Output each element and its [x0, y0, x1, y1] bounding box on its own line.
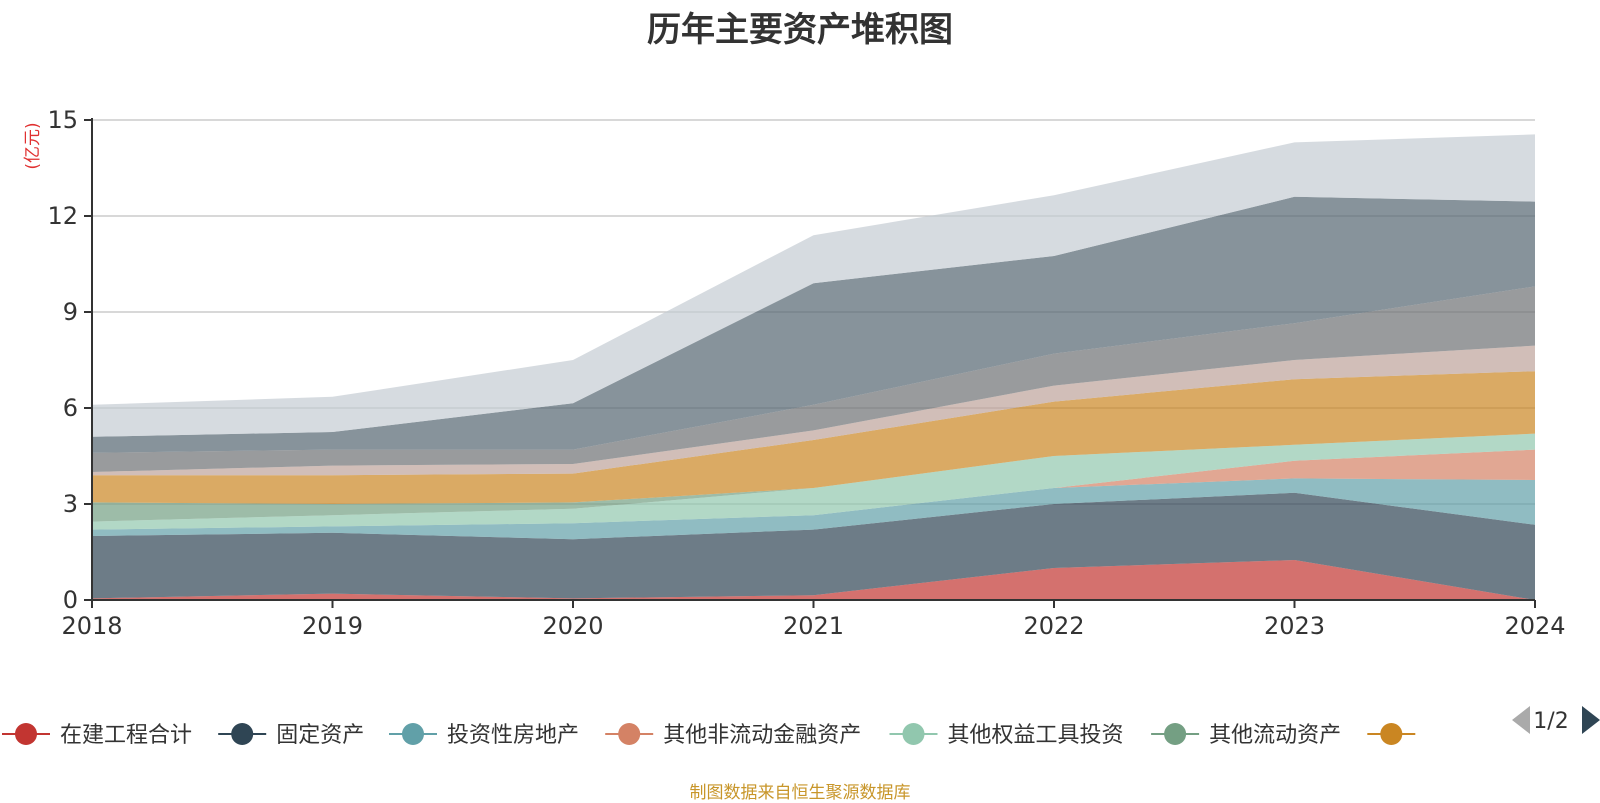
stacked-area-chart: 0 3 6 9 12 15 2018 2019 2020 2021 2022 2023 2024 (亿元… — [2, 106, 1600, 748]
legend-label: 其他流动资产 — [1209, 723, 1341, 748]
legend-circle-icon — [1380, 723, 1403, 745]
legend-item[interactable]: 其他权益工具投资 — [889, 723, 1124, 748]
legend-label: 在建工程合计 — [60, 723, 192, 748]
legend-circle-icon — [15, 723, 37, 745]
legend-item[interactable]: 其他非流动金融资产 — [605, 723, 861, 748]
legend-circle-icon — [231, 723, 254, 745]
axes: 0 3 6 9 12 15 2018 2019 2020 2021 2022 2023 2024 — [47, 106, 1565, 640]
y-axis-unit-label: (亿元) — [23, 122, 43, 169]
y-tick-label: 6 — [63, 394, 78, 422]
legend-pager: 1/2 — [1512, 706, 1600, 734]
legend-page-indicator: 1/2 — [1533, 709, 1568, 734]
area-series-6 — [92, 433, 1535, 522]
legend-label: 投资性房地产 — [447, 723, 579, 748]
legend: 在建工程合计 固定资产 投资性房地产 其他非流动金融资产 其他权益工具投资 其他流动资产 — [2, 723, 1416, 748]
area-series-7 — [92, 371, 1535, 504]
legend-label: 其他权益工具投资 — [948, 723, 1124, 748]
legend-circle-icon — [1164, 723, 1187, 745]
y-tick-label: 3 — [63, 490, 78, 518]
legend-prev-arrow-icon[interactable] — [1512, 706, 1530, 734]
legend-item[interactable]: 在建工程合计 — [2, 723, 192, 748]
y-tick-label: 9 — [63, 298, 78, 326]
legend-item[interactable]: 投资性房地产 — [389, 723, 579, 748]
chart-title: 历年主要资产堆积图 — [647, 10, 953, 50]
area-series-2 — [92, 492, 1535, 600]
x-tick-label: 2023 — [1264, 612, 1325, 640]
area-series-10 — [92, 196, 1535, 453]
area-series-3 — [92, 478, 1535, 540]
x-tick-label: 2019 — [302, 612, 363, 640]
data-source-note: 制图数据来自恒生聚源数据库 — [689, 783, 911, 803]
legend-circle-icon — [618, 723, 641, 745]
x-tick-label: 2024 — [1504, 612, 1565, 640]
area-series-5 — [92, 433, 1535, 530]
area-series-8 — [92, 345, 1535, 476]
area-series-4 — [92, 449, 1535, 530]
area-series-11 — [92, 134, 1535, 437]
area-series-9 — [92, 286, 1535, 472]
legend-item[interactable]: 其他流动资产 — [1151, 723, 1341, 748]
legend-next-arrow-icon[interactable] — [1582, 706, 1600, 734]
y-tick-label: 0 — [63, 586, 78, 614]
x-tick-label: 2021 — [783, 612, 844, 640]
legend-circle-icon — [402, 723, 424, 745]
legend-item[interactable] — [1367, 723, 1416, 745]
y-tick-label: 12 — [47, 202, 78, 230]
y-tick-label: 15 — [47, 106, 78, 134]
legend-label: 其他非流动金融资产 — [663, 723, 861, 748]
x-tick-label: 2022 — [1023, 612, 1084, 640]
x-tick-label: 2018 — [61, 612, 122, 640]
x-tick-label: 2020 — [542, 612, 603, 640]
legend-label: 固定资产 — [276, 723, 364, 748]
legend-circle-icon — [902, 723, 925, 745]
legend-item[interactable]: 固定资产 — [218, 723, 364, 748]
area-series — [92, 134, 1535, 600]
area-series-1 — [92, 560, 1535, 600]
